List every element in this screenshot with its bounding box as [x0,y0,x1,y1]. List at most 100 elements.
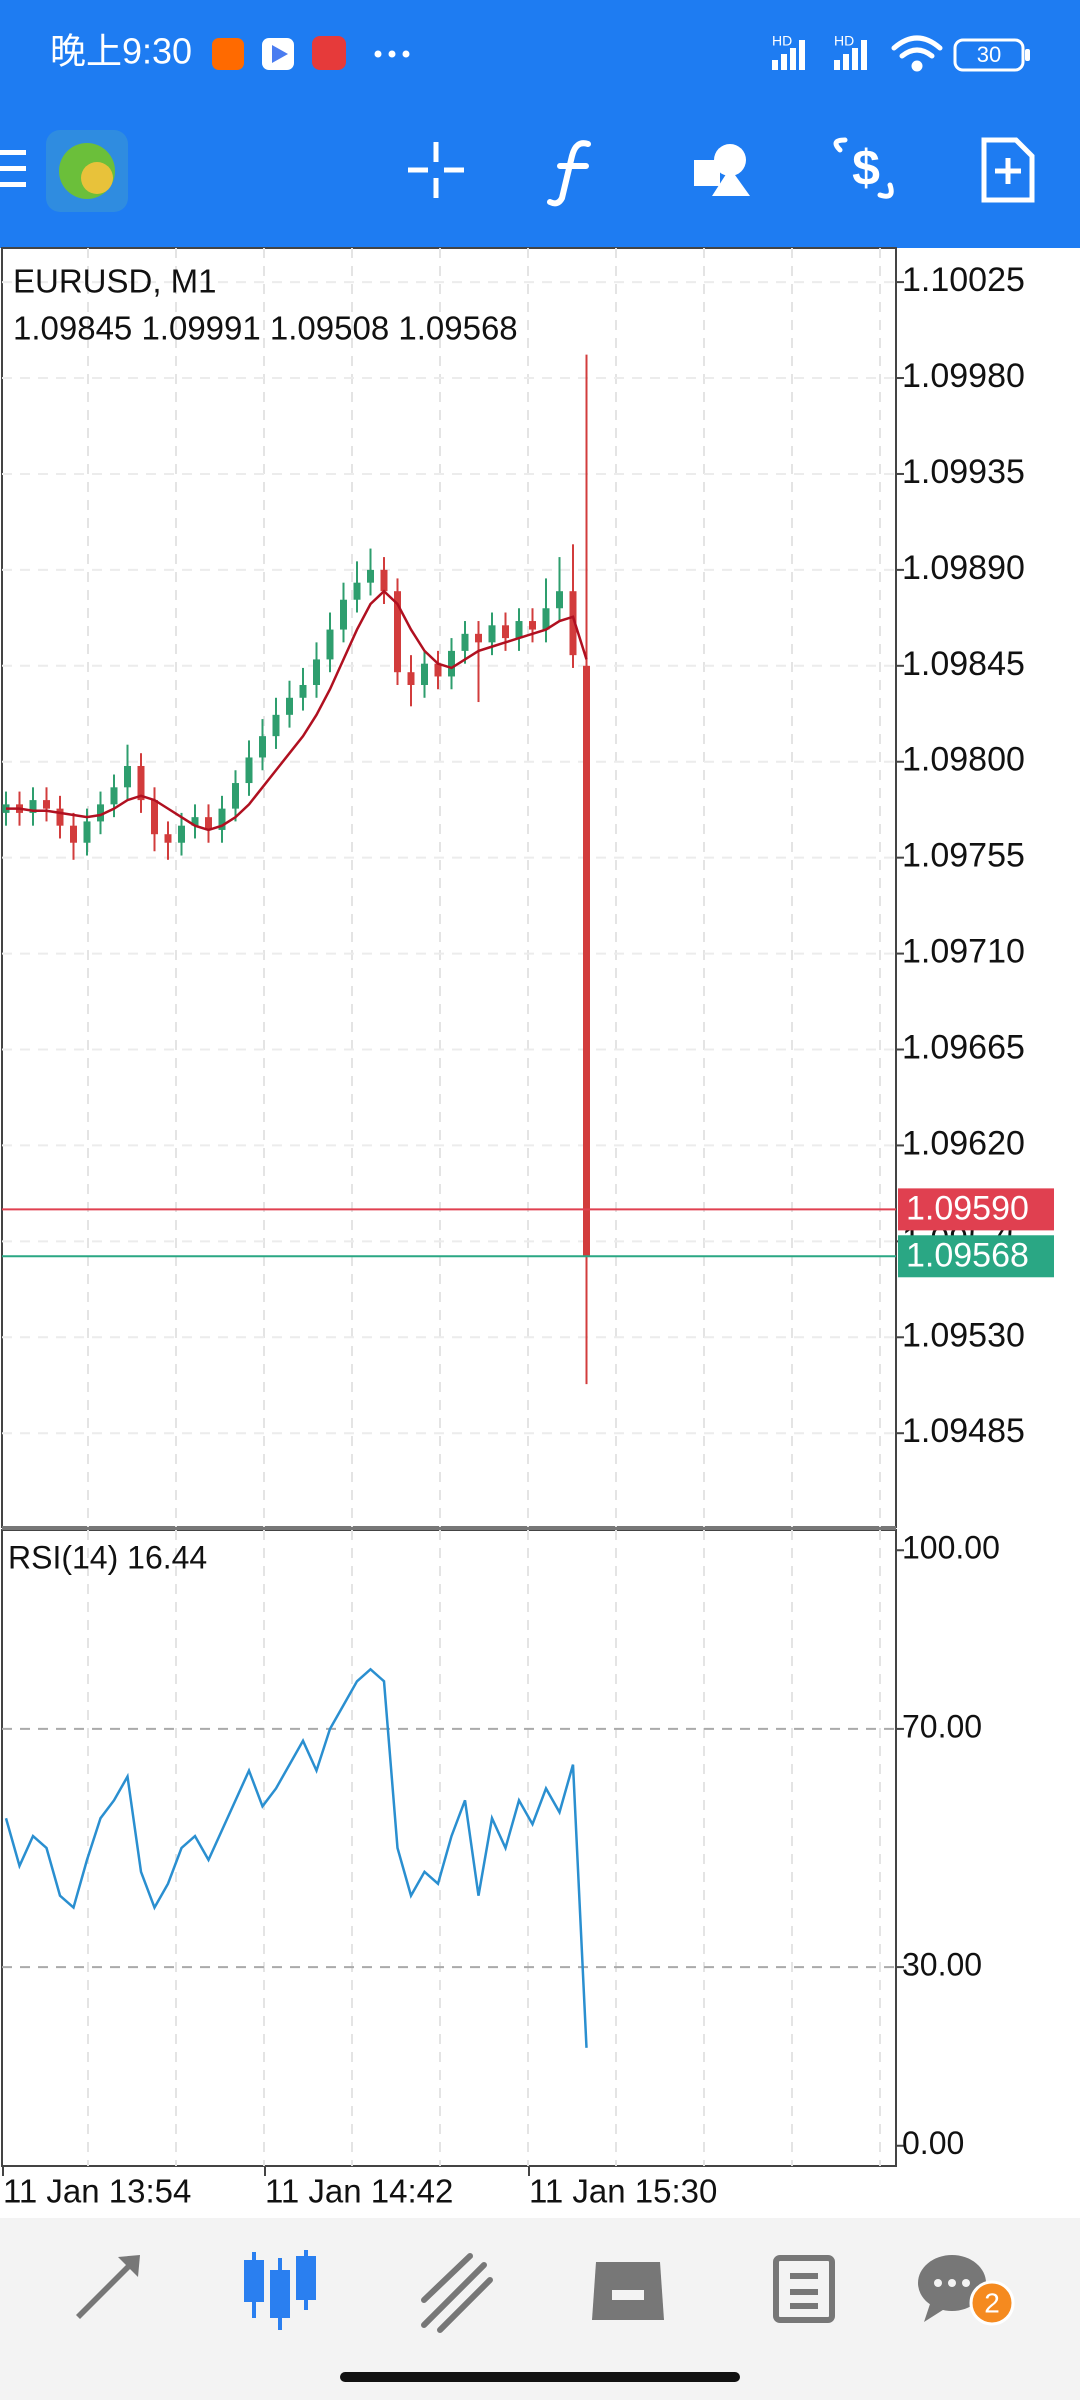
symbol: EURUSD, M1 [13,263,217,300]
clock: 晚上9:30 [50,31,192,72]
ma-line [6,589,588,832]
candle-body [502,625,509,639]
candle-body [178,825,185,843]
candle-body [151,800,158,835]
candle-body [43,800,50,809]
candle-body [218,808,226,830]
home-indicator [340,2372,740,2382]
candle-body [515,621,523,639]
battery [953,38,1025,72]
candle-body [232,783,239,809]
new-order-icon[interactable] [981,137,1035,203]
y-tick-label: 1.09980 [902,357,1025,395]
objects-icon[interactable] [694,144,750,196]
nav-history[interactable] [592,2262,664,2320]
y-tick-label: 0.00 [902,2125,964,2161]
candle-body [569,591,577,656]
y-tick-label: 1.09800 [902,741,1025,779]
rsi-title: RSI(14) 16.44 [8,1539,207,1575]
y-tick-label: 100.00 [902,1530,1000,1566]
wifi-icon [891,35,943,72]
rsi-line [4,1667,588,2048]
candle-body [340,599,347,630]
y-tick-label: 70.00 [902,1708,982,1744]
signal-bars [772,40,867,70]
badge-count: 2 [984,2287,1000,2318]
y-tick-label: 1.09530 [902,1316,1025,1354]
y-tick-label: 1.10025 [902,261,1025,299]
candle-body [367,569,374,583]
candle-body [407,672,415,685]
nav-messages[interactable] [918,2255,986,2322]
y-tick-label: 30.00 [902,1947,982,1983]
candle-body [434,663,442,677]
candle-body [380,569,388,592]
candle-body [461,633,469,651]
y-tick-label: 1.09710 [902,933,1025,971]
candle-body [448,650,455,677]
trade-icon[interactable]: $ [833,137,894,199]
candle-body [488,625,496,643]
y-tick-label: 1.09935 [902,453,1025,491]
nav-quotes[interactable] [76,2255,140,2319]
candle-body [259,736,266,758]
battery-level: 30 [977,42,1001,67]
candle-body [313,659,320,685]
bid-label: 1.09568 [906,1236,1029,1274]
candle-body [475,633,482,643]
candle-body [124,765,131,788]
y-tick-label: 1.09620 [902,1124,1025,1162]
candle-body [110,787,118,805]
ask-badge [898,1188,1054,1231]
candle-body [137,765,145,801]
nav-bg [0,2218,1080,2400]
candle-body [542,608,550,630]
candle-body [421,663,428,685]
chart-area: 1.10025 1.09980 1.09935 1.09890 1.09845 1.098… [1,247,1054,2210]
candle-body [286,697,293,715]
y-tick-label: 1.09755 [902,837,1025,875]
play-icon [272,45,288,63]
crosshair-icon[interactable] [408,142,464,198]
x-tick-label: 11 Jan 14:42 [265,2173,453,2210]
nav-trade[interactable] [421,2253,493,2333]
y-tick-label: 1.09845 [902,645,1025,683]
candle-body [529,621,536,630]
indicator-icon[interactable] [547,140,591,207]
candle-body [97,804,104,822]
y-tick-label: 1.09890 [902,549,1025,587]
app-logo-shape [81,162,113,194]
candle-body [205,817,212,830]
y-tick-label: 1.09485 [902,1412,1025,1450]
app-icon [212,38,244,70]
x-tick-label: 11 Jan 15:30 [529,2173,717,2210]
main-panel [1,247,897,1528]
candle-body [29,800,37,813]
candle-body [394,591,401,673]
nav-news[interactable] [773,2255,835,2323]
svg-text:$: $ [852,140,880,196]
candle-body [245,757,253,784]
candle-body [556,591,563,609]
candle-body [70,825,77,843]
candle-body [272,714,280,737]
ask-label: 1.09590 [906,1189,1029,1227]
app-icon [312,36,346,70]
candle-body [353,582,361,600]
badge [969,2280,1015,2326]
bid-badge [898,1235,1054,1278]
candle-body [299,684,307,698]
nav-chart[interactable] [244,2250,316,2330]
battery-tip [1025,49,1030,61]
candle-body [583,665,590,1257]
candle-body [326,629,334,660]
more-dots [374,50,410,58]
x-tick-label: 11 Jan 13:54 [3,2173,191,2210]
candle-body [83,821,91,843]
signal-label: HD [834,33,854,49]
ohlc: 1.09845 1.09991 1.09508 1.09568 [13,310,518,347]
menu-icon[interactable] [0,150,26,187]
candle-body [191,817,199,826]
